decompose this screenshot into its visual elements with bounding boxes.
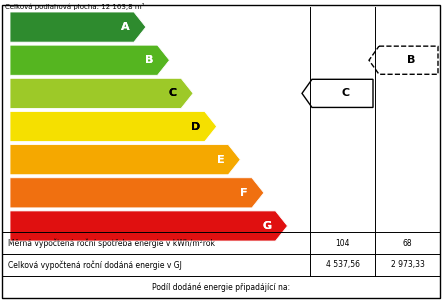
Text: 68: 68 <box>403 238 412 247</box>
Text: C: C <box>169 88 177 98</box>
Text: D: D <box>191 122 201 131</box>
Polygon shape <box>10 145 240 175</box>
Text: B: B <box>408 55 415 65</box>
Text: 2 973,33: 2 973,33 <box>391 260 424 269</box>
Polygon shape <box>10 211 287 241</box>
Polygon shape <box>302 79 373 107</box>
Polygon shape <box>10 78 193 108</box>
Text: A: A <box>121 22 130 32</box>
Text: E: E <box>217 155 224 165</box>
Text: D: D <box>191 122 201 131</box>
Text: F: F <box>240 188 248 198</box>
Text: C: C <box>341 88 350 98</box>
Polygon shape <box>10 12 146 42</box>
Text: A: A <box>121 22 130 32</box>
Text: E: E <box>217 155 224 165</box>
Text: Celková podlahová plocha: 12 163,8 m²: Celková podlahová plocha: 12 163,8 m² <box>5 3 145 10</box>
Polygon shape <box>369 46 438 74</box>
Polygon shape <box>10 45 169 75</box>
Polygon shape <box>10 178 264 208</box>
Text: Měrná vypočtená roční spotřeba energie v kWh/m²rok: Měrná vypočtená roční spotřeba energie v… <box>8 238 215 248</box>
Text: Celková vypočtená roční dodáná energie v GJ: Celková vypočtená roční dodáná energie v… <box>8 260 182 270</box>
Text: Podíl dodáné energie připadájící na:: Podíl dodáné energie připadájící na: <box>152 282 290 292</box>
Text: B: B <box>145 55 153 65</box>
Text: G: G <box>263 221 271 231</box>
Text: C: C <box>169 88 177 98</box>
Text: B: B <box>145 55 153 65</box>
Text: 104: 104 <box>335 238 350 247</box>
Polygon shape <box>10 112 217 142</box>
Text: G: G <box>263 221 271 231</box>
Text: 4 537,56: 4 537,56 <box>325 260 359 269</box>
Text: F: F <box>240 188 248 198</box>
